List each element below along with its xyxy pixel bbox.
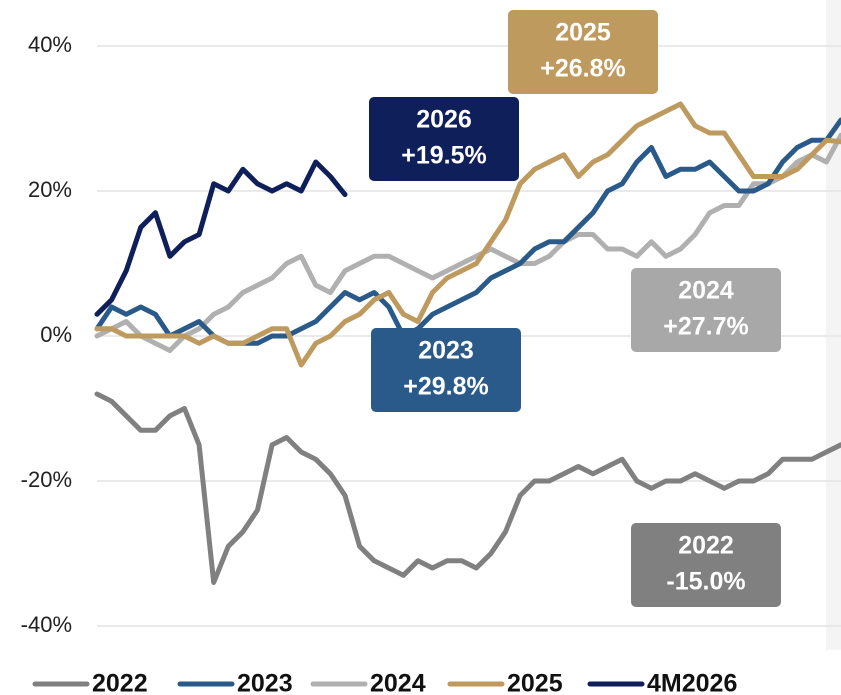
y-tick-label: 0%	[40, 322, 72, 347]
legend-label: 2024	[370, 670, 426, 695]
series-line	[94, 159, 348, 317]
edge-band	[826, 0, 841, 650]
annotation-text: +26.8%	[540, 55, 626, 83]
y-tick-label: 40%	[28, 32, 72, 57]
annotation-box	[369, 97, 519, 181]
annotation-text: 2022	[678, 532, 734, 560]
annotation-text: +29.8%	[403, 373, 489, 401]
annotation-box	[631, 523, 781, 607]
annotation-text: 2024	[678, 277, 734, 305]
annotation-text: 2023	[418, 337, 474, 365]
annotation-text: 2025	[555, 19, 611, 47]
y-tick-label: 20%	[28, 177, 72, 202]
series-line	[94, 132, 841, 353]
series-line	[94, 101, 841, 368]
legend-label: 2023	[237, 670, 293, 695]
annotation-text: +27.7%	[663, 313, 749, 341]
annotation-text: 2026	[416, 106, 472, 134]
legend-label: 2025	[507, 670, 563, 695]
annotation-box	[508, 10, 658, 94]
annotation-text: -15.0%	[666, 568, 745, 596]
series-line	[94, 391, 841, 585]
annotation-text: +19.5%	[401, 142, 487, 170]
annotation-box	[631, 268, 781, 352]
legend-label: 2022	[92, 670, 148, 695]
legend-label: 4M2026	[647, 670, 737, 695]
y-tick-label: -20%	[21, 467, 72, 492]
y-tick-label: -40%	[21, 612, 72, 637]
annotation-box	[371, 328, 521, 412]
